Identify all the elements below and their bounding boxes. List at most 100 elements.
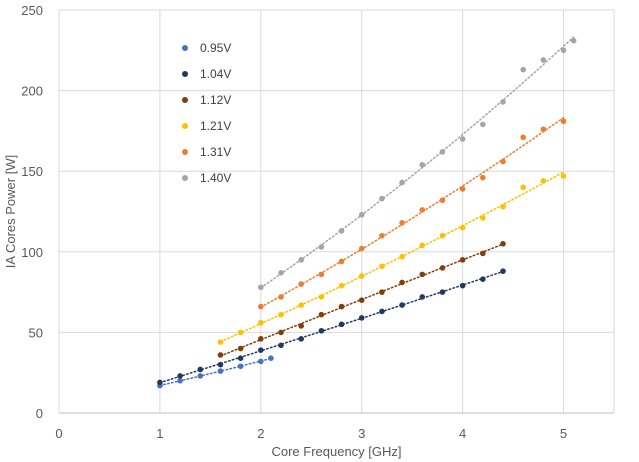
y-tick-label: 50: [29, 325, 43, 340]
legend-marker-1.04V: [182, 71, 188, 77]
data-points: [157, 37, 577, 389]
data-point-1.21V: [399, 253, 405, 260]
data-point-1.40V: [419, 161, 426, 168]
x-tick-label: 0: [55, 426, 62, 441]
axes: [58, 10, 614, 414]
legend-marker-1.40V: [182, 175, 188, 181]
legend-label: 1.40V: [200, 171, 231, 185]
data-point-1.12V: [237, 345, 244, 352]
data-point-0.95V: [237, 363, 244, 370]
data-point-1.04V: [419, 294, 426, 300]
data-point-1.04V: [480, 276, 486, 283]
data-point-1.04V: [278, 342, 284, 349]
data-point-1.21V: [480, 215, 486, 221]
data-point-1.12V: [379, 289, 385, 295]
data-point-1.40V: [560, 47, 567, 54]
data-point-1.40V: [520, 66, 526, 73]
x-tick-label: 5: [560, 426, 567, 441]
data-point-1.04V: [157, 379, 163, 386]
data-point-1.31V: [358, 245, 365, 252]
data-point-1.12V: [338, 303, 345, 310]
data-point-1.40V: [540, 57, 547, 63]
data-point-1.04V: [258, 347, 264, 353]
legend-label: 1.04V: [200, 67, 231, 81]
data-point-1.31V: [318, 271, 325, 278]
data-point-1.31V: [278, 294, 284, 300]
legend-label: 1.12V: [200, 93, 231, 107]
trendline-1.40V: [260, 36, 575, 289]
data-point-1.04V: [358, 315, 365, 321]
legend-marker-1.21V: [182, 123, 188, 129]
data-point-1.21V: [237, 329, 244, 336]
data-point-1.04V: [217, 361, 224, 368]
trendline-1.21V: [219, 171, 565, 343]
y-tick-label: 200: [21, 84, 43, 99]
x-tick-label: 1: [156, 426, 163, 441]
legend: 0.95V 1.04V 1.12V 1.21V 1.31V 1.40V: [182, 41, 231, 185]
data-point-1.31V: [439, 197, 446, 204]
trendline-0.95V: [159, 357, 272, 387]
data-point-1.21V: [278, 311, 284, 318]
data-point-1.04V: [197, 366, 204, 373]
data-point-1.04V: [459, 282, 466, 289]
y-tick-label: 100: [21, 245, 43, 260]
data-point-1.31V: [520, 134, 526, 141]
data-point-1.40V: [278, 269, 284, 276]
y-axis-title: IA Cores Power [W]: [3, 155, 18, 268]
data-point-1.40V: [298, 257, 304, 263]
data-point-1.40V: [439, 149, 446, 155]
data-point-1.40V: [480, 121, 486, 128]
data-point-1.31V: [419, 207, 426, 213]
data-point-1.40V: [459, 136, 466, 142]
data-point-1.21V: [258, 319, 264, 326]
data-point-1.12V: [278, 329, 284, 336]
data-point-0.95V: [177, 377, 183, 384]
data-point-1.31V: [459, 186, 466, 192]
data-point-1.31V: [338, 258, 345, 265]
legend-marker-0.95V: [182, 45, 188, 51]
data-point-1.12V: [500, 240, 506, 247]
data-point-1.40V: [500, 99, 506, 105]
y-tick-label: 0: [36, 406, 43, 421]
data-point-1.21V: [459, 224, 466, 231]
data-point-1.21V: [540, 178, 547, 184]
data-point-1.04V: [177, 373, 183, 379]
tick-labels: 0 50 100 150 200 250 0 1 2 3 4 5: [21, 3, 567, 441]
data-point-1.40V: [318, 244, 325, 250]
legend-label: 1.31V: [200, 145, 231, 159]
data-point-1.31V: [258, 303, 264, 310]
y-tick-label: 150: [21, 164, 43, 179]
data-point-1.31V: [298, 281, 304, 287]
data-point-1.40V: [358, 211, 365, 218]
data-point-1.12V: [399, 279, 405, 286]
data-point-1.21V: [338, 282, 345, 289]
data-point-0.95V: [197, 373, 204, 379]
x-tick-label: 2: [257, 426, 264, 441]
data-point-1.12V: [480, 250, 486, 257]
data-point-1.04V: [379, 308, 385, 315]
data-point-1.04V: [439, 289, 446, 295]
data-point-1.21V: [439, 232, 446, 239]
data-point-1.12V: [419, 271, 426, 278]
trendline-1.04V: [159, 270, 504, 384]
data-point-0.95V: [217, 368, 224, 374]
data-point-1.40V: [570, 37, 577, 44]
data-point-1.04V: [237, 355, 244, 361]
data-point-1.12V: [298, 323, 304, 329]
data-point-0.95V: [258, 358, 264, 365]
legend-marker-1.31V: [182, 149, 188, 155]
data-point-1.21V: [520, 184, 526, 191]
x-tick-label: 4: [459, 426, 466, 441]
trendlines: [159, 36, 575, 387]
data-point-1.21V: [217, 339, 224, 345]
data-point-1.31V: [540, 126, 547, 133]
data-point-1.31V: [379, 232, 385, 239]
data-point-1.21V: [358, 273, 365, 279]
data-point-1.40V: [338, 228, 345, 234]
data-point-1.04V: [399, 302, 405, 308]
legend-label: 1.21V: [200, 119, 231, 133]
data-point-1.21V: [318, 294, 325, 300]
data-point-1.12V: [439, 265, 446, 271]
data-point-1.04V: [298, 336, 304, 342]
data-point-1.31V: [480, 174, 486, 181]
